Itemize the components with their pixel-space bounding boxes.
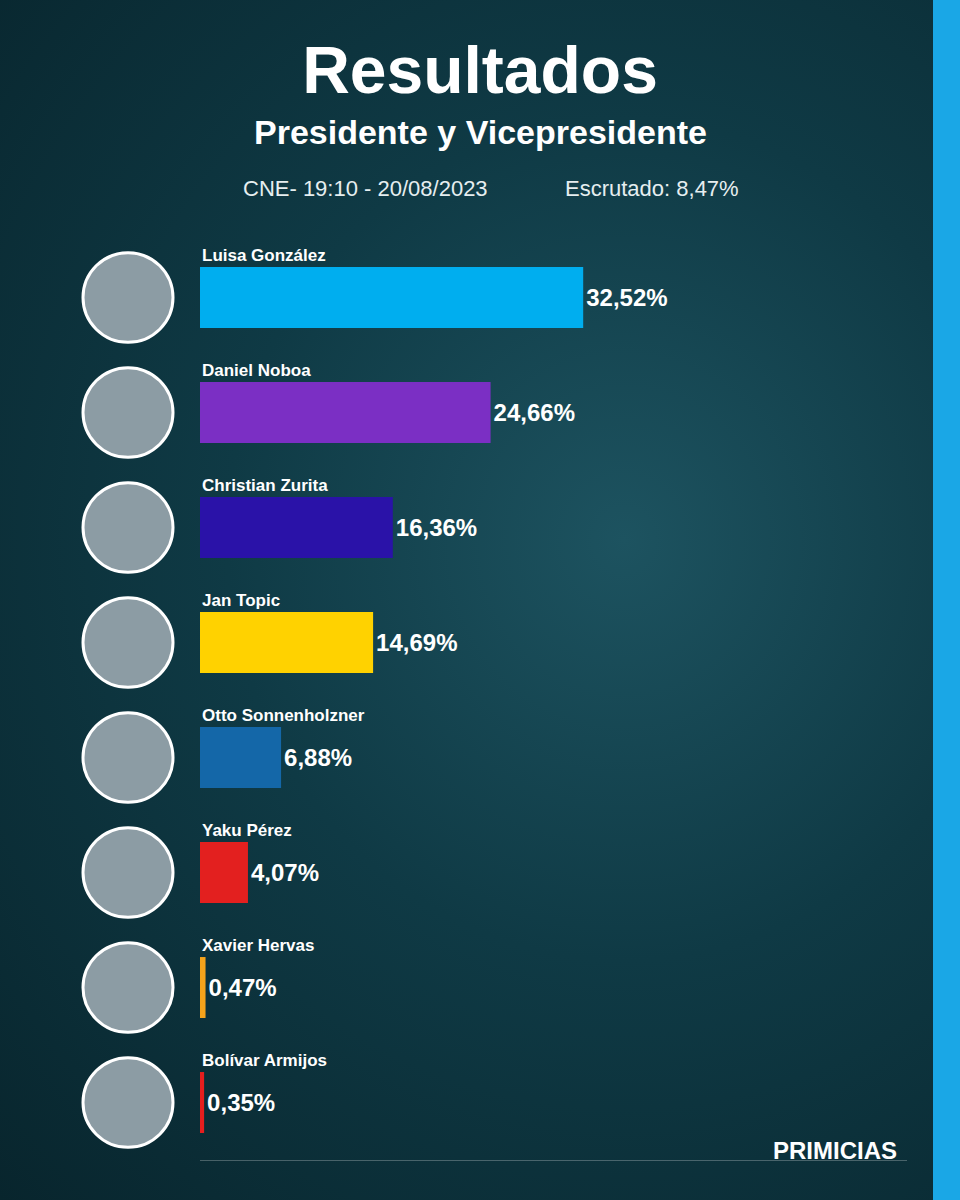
- svg-text:Christian Zurita: Christian Zurita: [202, 476, 328, 495]
- svg-text:Resultados: Resultados: [302, 33, 658, 107]
- svg-text:6,88%: 6,88%: [284, 744, 352, 771]
- svg-text:14,69%: 14,69%: [376, 629, 457, 656]
- svg-text:Yaku Pérez: Yaku Pérez: [202, 821, 292, 840]
- svg-text:0,35%: 0,35%: [207, 1089, 275, 1116]
- svg-text:PRIMICIAS: PRIMICIAS: [773, 1137, 897, 1164]
- svg-text:CNE- 19:10 - 20/08/2023: CNE- 19:10 - 20/08/2023: [243, 176, 488, 201]
- svg-text:Presidente y Vicepresidente: Presidente y Vicepresidente: [254, 113, 707, 151]
- svg-text:Escrutado: 8,47%: Escrutado: 8,47%: [565, 176, 739, 201]
- svg-text:4,07%: 4,07%: [251, 859, 319, 886]
- svg-text:32,52%: 32,52%: [586, 284, 667, 311]
- svg-text:16,36%: 16,36%: [396, 514, 477, 541]
- svg-text:Daniel Noboa: Daniel Noboa: [202, 361, 311, 380]
- svg-text:Luisa González: Luisa González: [202, 246, 326, 265]
- svg-text:Otto Sonnenholzner: Otto Sonnenholzner: [202, 706, 365, 725]
- svg-text:0,47%: 0,47%: [209, 974, 277, 1001]
- svg-text:Jan Topic: Jan Topic: [202, 591, 280, 610]
- svg-text:24,66%: 24,66%: [494, 399, 575, 426]
- svg-text:Xavier Hervas: Xavier Hervas: [202, 936, 314, 955]
- svg-text:Bolívar Armijos: Bolívar Armijos: [202, 1051, 327, 1070]
